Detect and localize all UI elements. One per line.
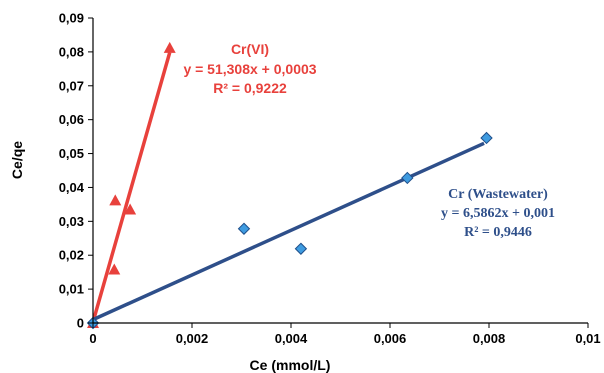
y-tick-label: 0,03: [59, 214, 84, 229]
x-tick-label: 0,004: [275, 331, 308, 346]
cr6-annotation: Cr(VI) y = 51,308x + 0,0003 R² = 0,9222: [183, 41, 316, 96]
x-tick-label: 0,01: [575, 331, 600, 346]
trendlines: [91, 51, 485, 323]
x-tick-label: 0,008: [473, 331, 506, 346]
y-tick-label: 0,04: [59, 180, 85, 195]
y-tick-label: 0: [77, 316, 84, 331]
cr-wastewater-point: [401, 171, 414, 185]
cr-vi-trendline: [91, 51, 172, 323]
x-tick-label: 0,006: [374, 331, 407, 346]
y-axis-title: Ce/qe: [9, 141, 25, 179]
data-points: [86, 41, 493, 330]
wastewater-annotation-r2: R² = 0,9446: [464, 225, 532, 240]
cr-vi-point: [163, 41, 176, 53]
x-ticks: 0 0,002 0,004 0,006 0,008 0,01: [89, 323, 601, 346]
cr6-annotation-r2: R² = 0,9222: [213, 80, 287, 96]
y-tick-label: 0,05: [59, 146, 84, 161]
cr6-annotation-equation: y = 51,308x + 0,0003: [183, 61, 316, 77]
x-tick-label: 0: [89, 331, 96, 346]
x-axis-title: Ce (mmol/L): [250, 357, 331, 373]
cr-wastewater-point: [237, 222, 251, 235]
wastewater-annotation-equation: y = 6,5862x + 0,001: [441, 206, 555, 221]
cr-vi-point: [109, 194, 122, 206]
y-tick-label: 0,01: [59, 282, 84, 297]
cr-wastewater-trendline: [92, 141, 485, 322]
y-tick-label: 0,08: [59, 44, 84, 59]
y-ticks: 0 0,01 0,02 0,03 0,04 0,05 0,06 0,07 0,08 0,09: [59, 11, 93, 331]
y-tick-label: 0,07: [59, 78, 84, 93]
cr-vi-point: [124, 203, 137, 215]
x-tick-label: 0,002: [176, 331, 209, 346]
y-tick-label: 0,06: [59, 112, 84, 127]
cr-vi-point: [108, 263, 121, 275]
wastewater-annotation: Cr (Wastewater) y = 6,5862x + 0,001 R² =…: [441, 187, 555, 240]
cr-wastewater-point: [294, 242, 308, 255]
y-tick-label: 0,02: [59, 248, 84, 263]
y-tick-label: 0,09: [59, 11, 84, 26]
cr-wastewater-point: [480, 131, 493, 145]
cr6-annotation-title: Cr(VI): [231, 41, 269, 57]
wastewater-annotation-title: Cr (Wastewater): [448, 187, 548, 202]
